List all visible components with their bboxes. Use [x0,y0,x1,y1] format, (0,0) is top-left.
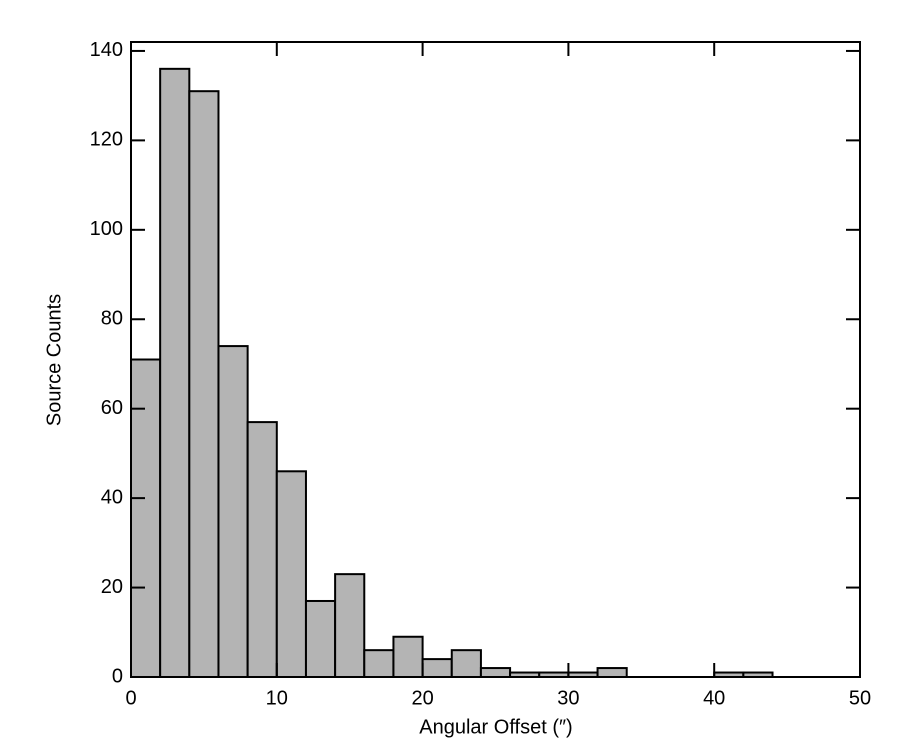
bar [392,635,424,679]
bar [246,421,278,678]
bar [159,67,191,678]
bar [304,599,337,679]
x-tick-label: 50 [849,687,871,709]
x-tick-label: 40 [703,687,725,709]
y-tick-label: 40 [101,486,123,508]
y-tick-label: 80 [101,308,123,330]
bar [421,658,453,678]
x-tick-label: 20 [411,687,433,709]
bar [334,573,366,678]
bar [363,649,395,678]
x-axis-label: Angular Offset (″) [419,716,572,738]
plot-frame [130,41,861,678]
bar [130,358,162,678]
bar [479,667,512,678]
y-tick-label: 0 [112,665,123,687]
bar [188,90,220,679]
x-tick-label: 0 [125,687,136,709]
y-tick-label: 100 [90,218,123,240]
y-tick-label: 120 [90,129,123,151]
y-tick-label: 60 [101,397,123,419]
y-tick-label: 20 [101,576,123,598]
bar [450,649,482,678]
bar [217,345,249,678]
x-tick-label: 10 [266,687,288,709]
x-tick-label: 30 [557,687,579,709]
bar [596,667,628,678]
y-axis-label: Source Counts [43,294,65,426]
y-tick-label: 140 [90,39,123,61]
bar [275,470,307,678]
